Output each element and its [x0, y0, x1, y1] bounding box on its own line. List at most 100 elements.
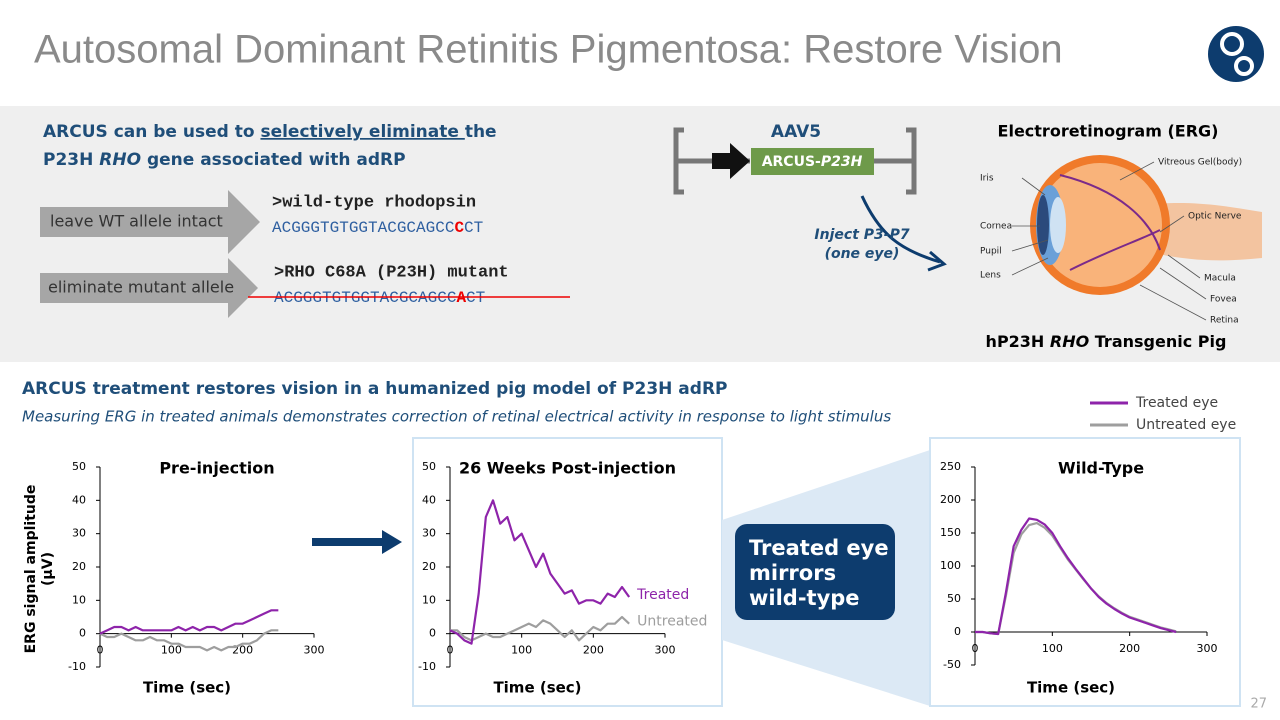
- eye-label: Vitreous Gel(body): [1158, 158, 1242, 168]
- sequence-label: >wild-type rhodopsin: [272, 193, 476, 212]
- sequence: ACGGGTGTGGTACGCAGCCACT: [274, 289, 485, 307]
- y-tick-label: 0: [429, 627, 436, 640]
- cassette-text: ARCUS-: [762, 154, 821, 170]
- allele-arrow: [40, 258, 258, 318]
- y-tick-label: -10: [418, 660, 436, 673]
- x-tick-label: 200: [232, 644, 253, 657]
- x-axis-label: Time (sec): [493, 679, 581, 697]
- erg-title: Electroretinogram (ERG): [998, 122, 1219, 141]
- promoter-arrow: [712, 143, 750, 179]
- y-tick-label: 50: [72, 460, 86, 473]
- pig-text: hP23H: [986, 332, 1050, 351]
- pig-text: Transgenic Pig: [1089, 332, 1226, 351]
- y-tick-label: 20: [422, 560, 436, 573]
- eye-labels: Iris Cornea Pupil Lens Vitreous Gel(body) Opt…: [980, 158, 1242, 326]
- data-line: [449, 499, 631, 645]
- series-label: Untreated: [637, 614, 707, 630]
- section-heading: ARCUS treatment restores vision in a hum…: [22, 379, 728, 399]
- y-tick-label: 0: [954, 625, 961, 638]
- intro-italic: RHO: [99, 150, 141, 170]
- sequence-part: ACGGGTGTGGTACGCAGCC: [274, 289, 456, 307]
- y-tick-label: 10: [422, 593, 436, 606]
- x-tick-label: 0: [972, 642, 979, 655]
- y-tick-label: 200: [940, 493, 961, 506]
- intro-line1: ARCUS can be used to selectively elimina…: [43, 122, 497, 142]
- y-tick-label: 250: [940, 460, 961, 473]
- data-line: [99, 629, 279, 652]
- section-subheading: Measuring ERG in treated animals demonst…: [22, 408, 891, 426]
- pig-label: hP23H RHO Transgenic Pig: [986, 332, 1227, 351]
- eye-illustration: [1030, 155, 1262, 295]
- intro-text: ARCUS can be used to: [43, 122, 260, 142]
- y-tick-label: 40: [422, 493, 436, 506]
- series-label: Treated: [636, 587, 689, 603]
- eye-label: Fovea: [1210, 295, 1237, 305]
- eye-label-line: [1167, 254, 1201, 279]
- sequence-label: >RHO C68A (P23H) mutant: [274, 263, 509, 282]
- intro-text: the: [465, 122, 497, 142]
- x-tick-label: 100: [1042, 642, 1063, 655]
- eye-label: Macula: [1204, 274, 1236, 284]
- intro-underlined: selectively eliminate: [260, 122, 464, 142]
- eye-label-line: [1119, 161, 1155, 181]
- x-tick-label: 300: [304, 644, 325, 657]
- x-tick-label: 100: [511, 644, 532, 657]
- sequence-part: CT: [466, 289, 485, 307]
- cassette-label: ARCUS-P23H: [762, 154, 863, 170]
- cassette-box: [751, 148, 874, 175]
- pig-text: RHO: [1050, 332, 1090, 351]
- intro-text: gene associated with adRP: [141, 150, 406, 170]
- chart-panel: [412, 437, 723, 707]
- callout-text: Treated eye mirrors wild-type: [749, 536, 889, 610]
- y-tick-label: -50: [943, 658, 961, 671]
- x-tick-label: 0: [97, 644, 104, 657]
- eye-label: Lens: [980, 271, 1001, 281]
- inject-arrowhead: [927, 250, 947, 272]
- progress-arrow: [312, 530, 402, 554]
- eye-label: Cornea: [980, 222, 1012, 232]
- y-tick-label: 30: [422, 527, 436, 540]
- y-tick-label: 0: [79, 627, 86, 640]
- y-axis-label: ERG signal amplitude (µV): [23, 484, 56, 654]
- y-tick-label: 50: [947, 592, 961, 605]
- page-number: 27: [1250, 697, 1267, 712]
- x-tick-label: 300: [655, 644, 676, 657]
- allele-arrow: [40, 190, 260, 254]
- inject-text: Inject P3-P7: [814, 227, 909, 243]
- cassette-text: P23H: [821, 154, 863, 170]
- eye-label-line: [1011, 239, 1049, 252]
- eye-label-line: [1159, 267, 1207, 300]
- data-line: [99, 609, 279, 635]
- chart: -10 0 10 20 30 40 50 0 100 200 300 Pre-injection Tim…: [68, 459, 324, 697]
- x-tick-label: 300: [1197, 642, 1218, 655]
- inject-text: (one eye): [825, 246, 900, 262]
- y-tick-label: -10: [68, 660, 86, 673]
- eye-label: Retina: [1210, 316, 1239, 326]
- eye-label-line: [1021, 177, 1046, 196]
- eye-label: Iris: [980, 174, 994, 184]
- y-tick-label: 40: [72, 493, 86, 506]
- y-tick-label: 20: [72, 560, 86, 573]
- x-tick-label: 200: [583, 644, 604, 657]
- sequence-mark: C: [454, 219, 464, 237]
- vector-label: AAV5: [771, 122, 821, 142]
- eye-label-line: [1011, 257, 1049, 276]
- sequence-mark: A: [456, 289, 466, 307]
- chart: -10 0 10 20 30 40 50 0 100 200 300 26 Weeks Post-in…: [418, 459, 707, 697]
- y-tick-label: 30: [72, 527, 86, 540]
- allele-action: eliminate mutant allele: [48, 278, 234, 297]
- eye-label: Optic Nerve: [1188, 212, 1242, 222]
- y-tick-label: 50: [422, 460, 436, 473]
- x-tick-label: 0: [447, 644, 454, 657]
- inject-arrow: [860, 195, 941, 264]
- data-line: [450, 615, 630, 642]
- chart-title: 26 Weeks Post-injection: [459, 459, 676, 478]
- sequence-part: ACGGGTGTGGTACGCAGCC: [272, 219, 454, 237]
- eye-label-line: [1159, 215, 1185, 233]
- y-tick-label: 10: [72, 593, 86, 606]
- data-line: [975, 517, 1177, 636]
- intro-text: P23H: [43, 150, 99, 170]
- chart-title: Pre-injection: [159, 459, 274, 478]
